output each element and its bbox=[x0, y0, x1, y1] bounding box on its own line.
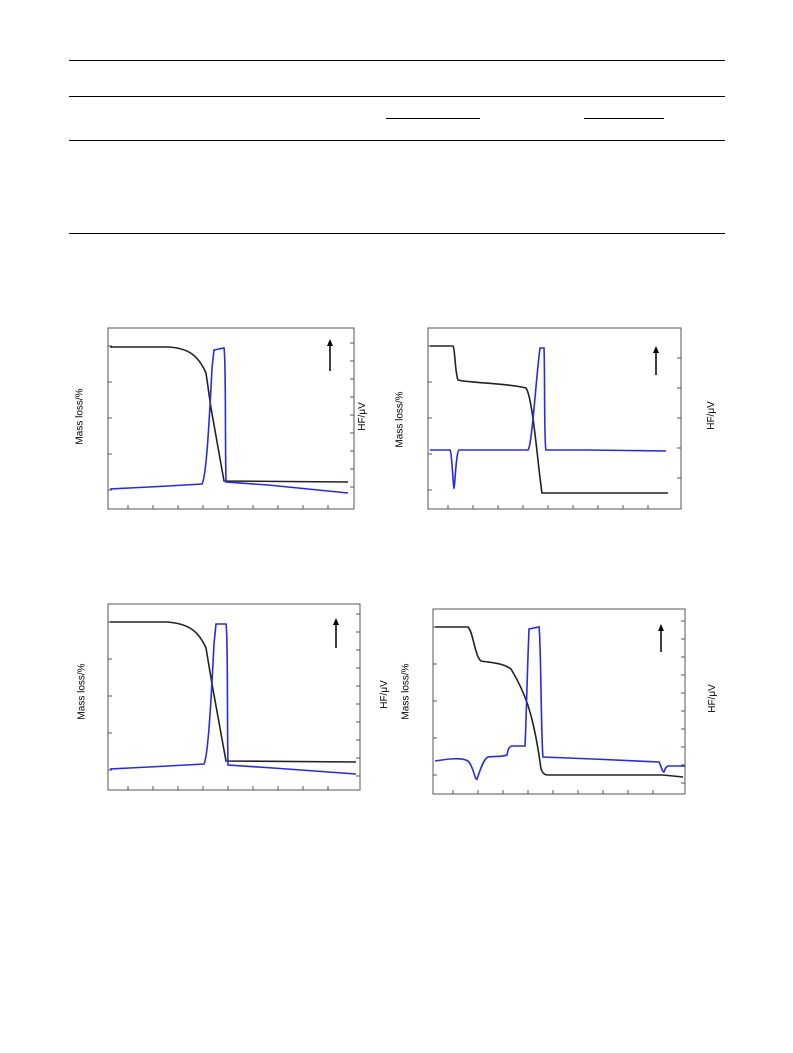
hf-curve bbox=[109, 623, 357, 775]
right-axis-label: HF/μV bbox=[705, 401, 717, 430]
left-axis-label: Mass loss/% bbox=[394, 391, 406, 448]
table-subheader-rule bbox=[69, 140, 725, 141]
left-axis-label: Mass loss/% bbox=[400, 663, 412, 720]
right-axis-label: HF/μV bbox=[706, 684, 718, 713]
mass-curve bbox=[435, 626, 684, 778]
table-bottom-rule bbox=[69, 233, 725, 234]
table-group-rule-1 bbox=[386, 118, 480, 119]
left-axis-label: Mass loss/% bbox=[76, 663, 88, 720]
tga-plot-d bbox=[432, 608, 686, 795]
tga-plot-c bbox=[107, 603, 361, 791]
mass-curve bbox=[110, 346, 349, 483]
table-group-rule-2 bbox=[584, 118, 664, 119]
tga-plot-b bbox=[427, 327, 682, 510]
hf-curve bbox=[434, 626, 685, 780]
right-axis-label: HF/μV bbox=[378, 680, 390, 709]
table-top-rule bbox=[69, 60, 725, 61]
right-axis-label: HF/μV bbox=[356, 402, 368, 431]
mass-curve bbox=[430, 345, 668, 494]
tga-plot-a bbox=[107, 327, 355, 510]
hf-curve bbox=[430, 347, 667, 490]
table-header-rule bbox=[69, 96, 725, 97]
hf-curve bbox=[109, 347, 349, 494]
mass-curve bbox=[110, 621, 357, 763]
left-axis-label: Mass loss/% bbox=[74, 388, 86, 445]
